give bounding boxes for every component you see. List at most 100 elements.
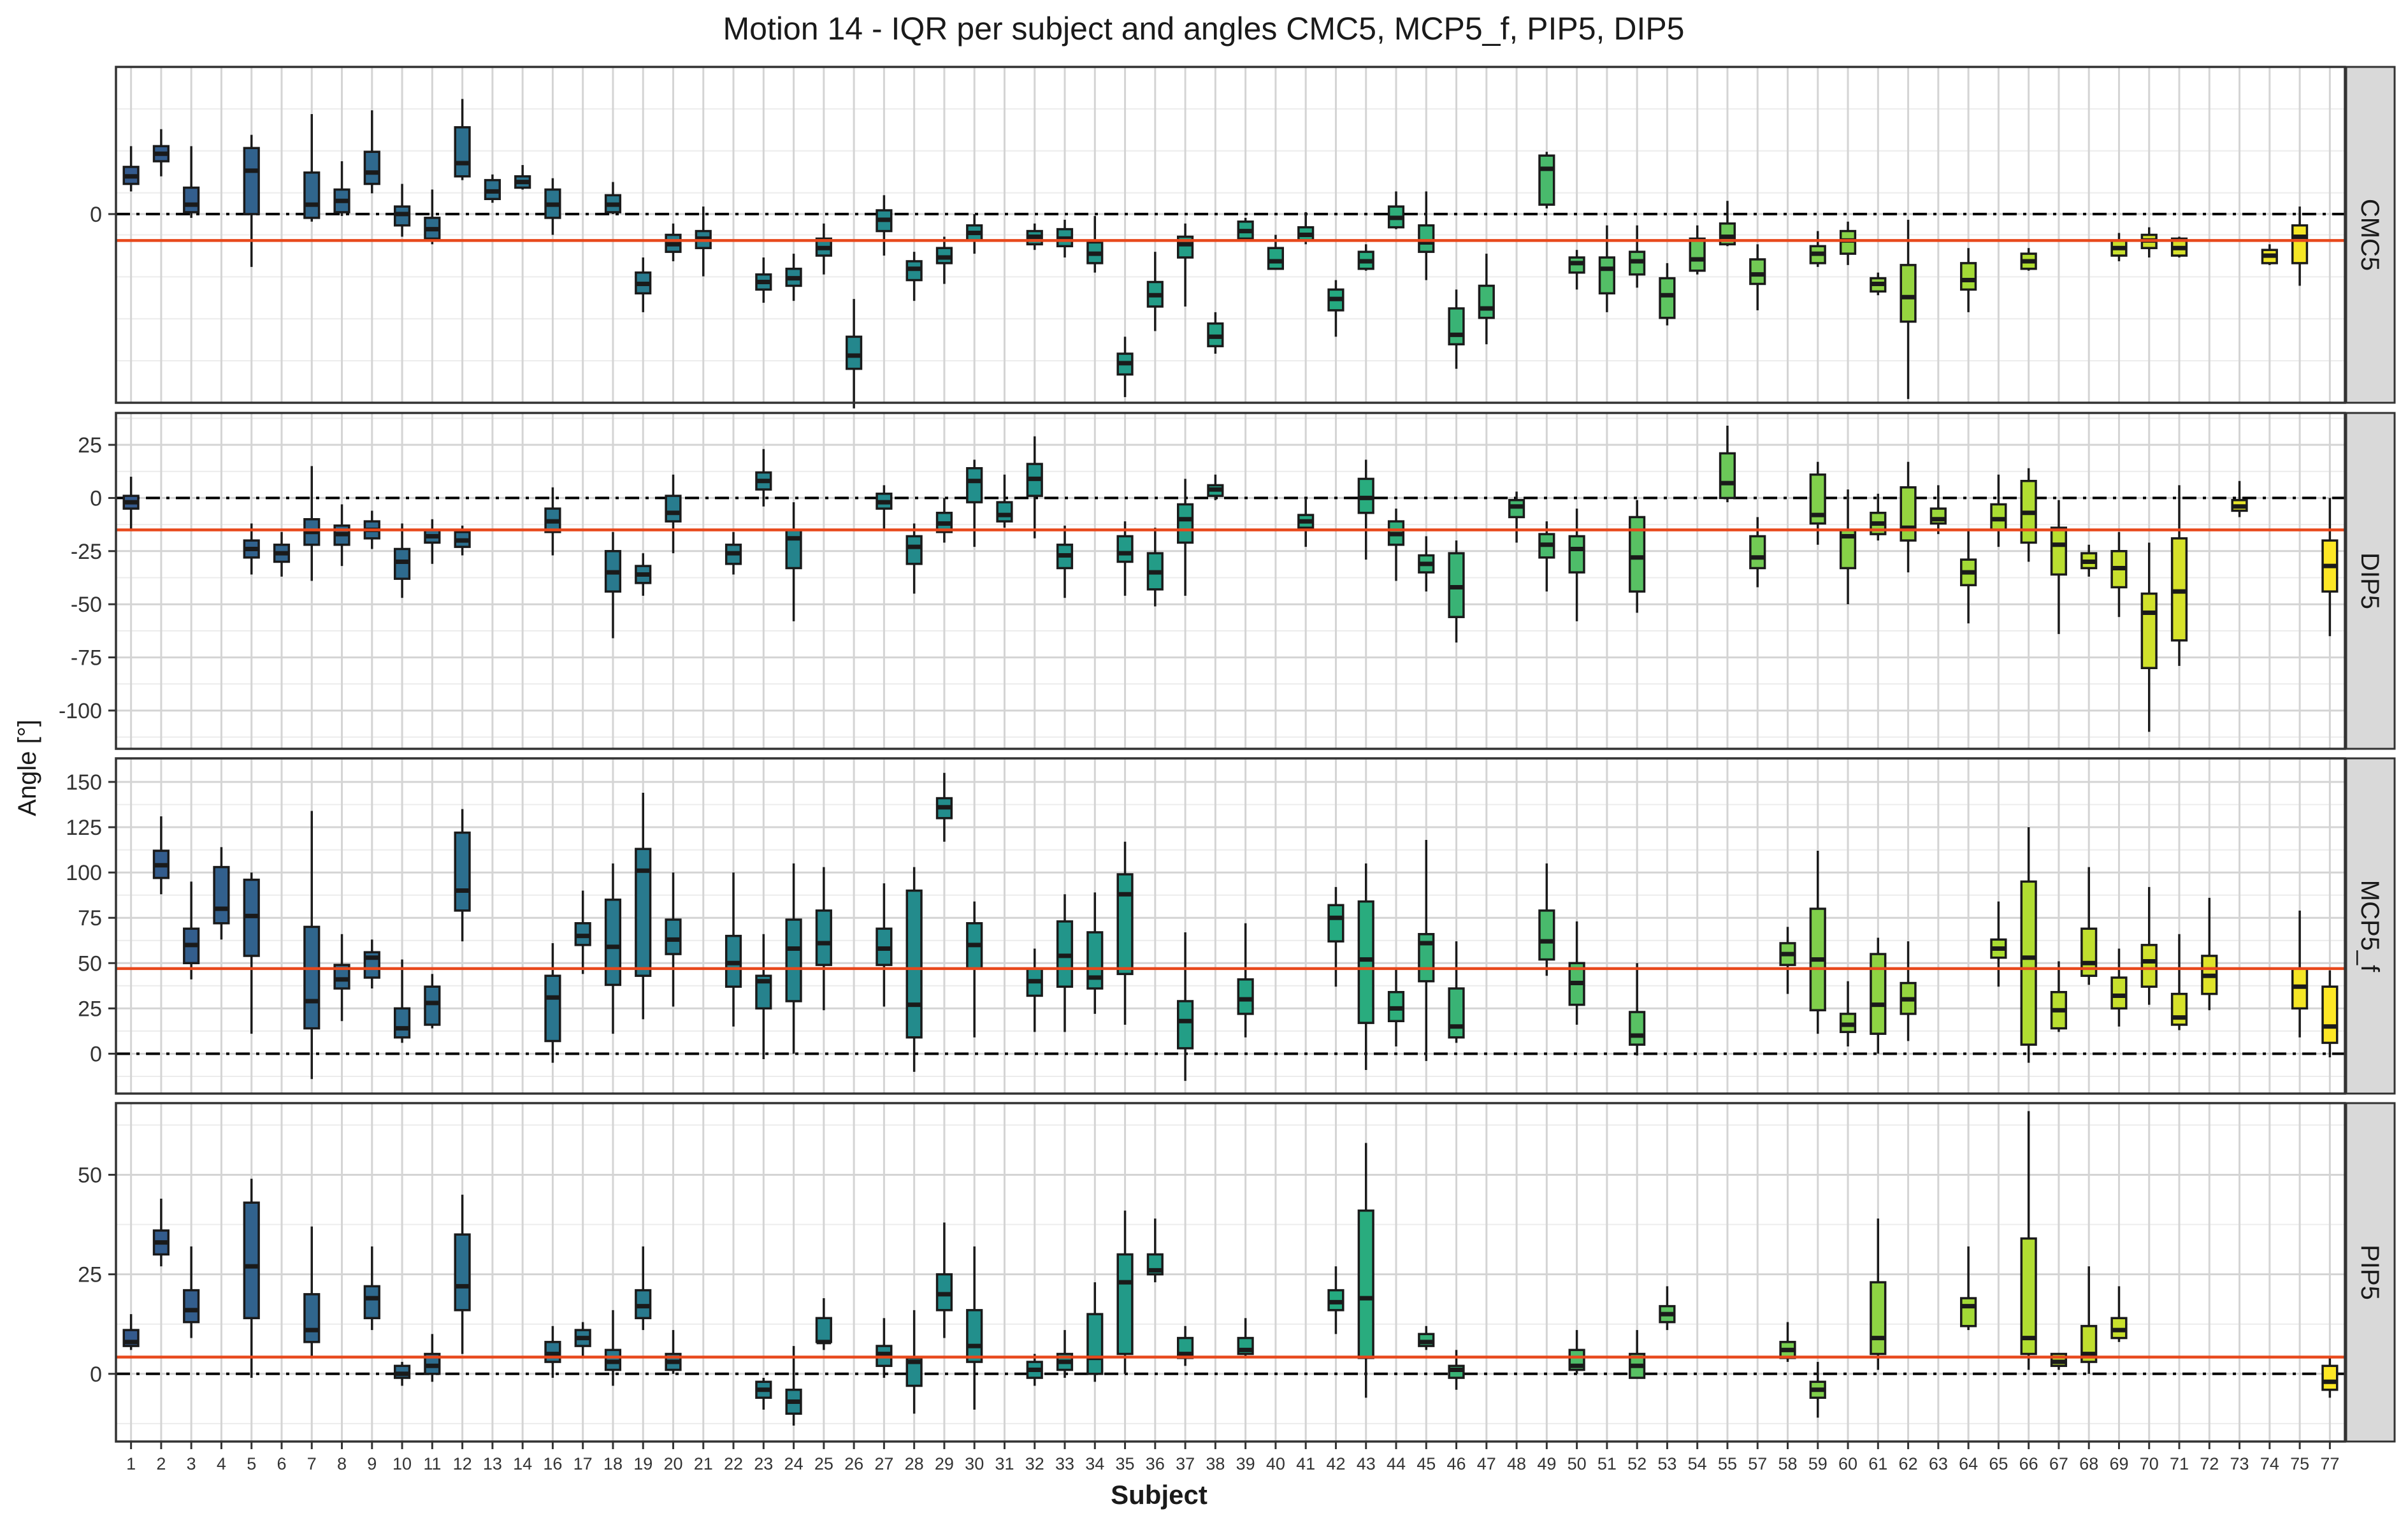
box-subject-58: [1779, 927, 1796, 994]
facet-strip-label: DIP5: [2356, 553, 2384, 609]
box-subject-23: [755, 449, 772, 507]
box-subject-44: [1387, 191, 1405, 229]
box-subject-29: [935, 236, 953, 284]
box-subject-42: [1327, 886, 1345, 987]
box-iqr: [1116, 873, 1134, 976]
facet-strip-label: MCP5_f: [2356, 880, 2384, 972]
box-subject-16: [544, 487, 561, 556]
box-subject-38: [1207, 312, 1224, 354]
box-iqr: [1478, 284, 1495, 319]
box-iqr: [785, 918, 802, 1002]
box-iqr: [2321, 1364, 2339, 1391]
box-subject-58: [1779, 1322, 1796, 1362]
facet-strip: [2345, 757, 2396, 1095]
box-subject-2: [152, 129, 170, 177]
x-tick-label: 44: [1387, 1454, 1406, 1473]
box-subject-10: [393, 523, 411, 598]
box-iqr: [363, 1285, 380, 1320]
box-subject-19: [635, 257, 652, 312]
box-subject-64: [1960, 1246, 1977, 1331]
box-subject-46: [1448, 540, 1465, 643]
box-subject-24: [785, 254, 802, 301]
box-subject-36: [1146, 528, 1164, 607]
box-subject-30: [966, 459, 983, 547]
box-subject-43: [1357, 1143, 1374, 1398]
x-tick-label: 58: [1778, 1454, 1797, 1473]
x-tick-label: 38: [1206, 1454, 1225, 1473]
x-tick-label: 28: [905, 1454, 924, 1473]
x-tick-label: 47: [1477, 1454, 1496, 1473]
box-subject-59: [1809, 1362, 1826, 1418]
x-tick-label: 3: [187, 1454, 196, 1473]
box-iqr: [1900, 264, 1917, 323]
y-tick-label: 25: [78, 997, 102, 1021]
panel-background: [116, 413, 2345, 749]
x-tick-label: 11: [423, 1454, 441, 1473]
box-subject-5: [243, 523, 260, 575]
box-iqr: [1538, 909, 1555, 961]
box-iqr: [2170, 992, 2188, 1026]
x-tick-label: 48: [1507, 1454, 1526, 1473]
box-subject-45: [1418, 536, 1435, 592]
box-subject-43: [1357, 244, 1374, 271]
box-subject-7: [303, 114, 321, 222]
box-subject-66: [2020, 1111, 2037, 1370]
box-subject-29: [935, 772, 953, 842]
box-subject-61: [1870, 937, 1887, 1054]
box-subject-35: [1116, 841, 1134, 1025]
facet-strip: [2345, 1102, 2396, 1443]
box-subject-52: [1629, 500, 1646, 613]
box-iqr: [454, 126, 471, 178]
box-subject-19: [635, 793, 652, 1020]
box-subject-37: [1176, 479, 1194, 596]
box-subject-9: [363, 1246, 380, 1331]
box-subject-34: [1086, 892, 1104, 1014]
box-subject-49: [1538, 863, 1555, 976]
box-iqr: [2110, 976, 2128, 1010]
box-subject-18: [604, 531, 622, 639]
box-subject-50: [1568, 509, 1585, 621]
y-tick-label: 50: [78, 1163, 102, 1187]
box-subject-28: [905, 867, 923, 1072]
x-tick-label: 46: [1447, 1454, 1466, 1473]
x-tick-label: 5: [247, 1454, 256, 1473]
x-tick-label: 68: [2079, 1454, 2098, 1473]
box-subject-32: [1026, 1354, 1043, 1386]
box-subject-46: [1448, 941, 1465, 1043]
box-iqr: [1809, 473, 1826, 525]
box-iqr: [454, 1233, 471, 1312]
y-tick-label: 150: [66, 770, 102, 795]
box-subject-2: [152, 1198, 170, 1267]
box-subject-24: [785, 863, 802, 1054]
box-subject-46: [1448, 1350, 1465, 1390]
box-iqr: [1870, 1281, 1887, 1355]
box-subject-69: [2110, 233, 2128, 261]
x-tick-label: 22: [724, 1454, 743, 1473]
panel-background: [116, 1103, 2345, 1442]
box-subject-18: [604, 1310, 622, 1386]
x-tick-label: 14: [513, 1454, 532, 1473]
box-subject-20: [665, 474, 682, 554]
x-tick-label: 66: [2019, 1454, 2038, 1473]
box-subject-62: [1900, 219, 1917, 400]
box-subject-42: [1327, 1266, 1345, 1334]
box-subject-7: [303, 1226, 321, 1358]
box-iqr: [303, 925, 321, 1030]
box-iqr: [1116, 1253, 1134, 1355]
box-subject-54: [1689, 225, 1706, 275]
box-subject-68: [2080, 867, 2098, 985]
box-iqr: [785, 528, 802, 570]
box-subject-14: [514, 164, 531, 190]
box-iqr: [243, 1201, 260, 1320]
box-subject-69: [2110, 1286, 2128, 1342]
x-tick-label: 17: [573, 1454, 593, 1473]
box-iqr: [1598, 256, 1615, 295]
box-subject-55: [1719, 426, 1736, 503]
box-subject-33: [1056, 894, 1074, 1032]
box-iqr: [1870, 953, 1887, 1035]
panel-border: [115, 412, 2346, 750]
box-iqr: [1357, 1209, 1374, 1359]
box-iqr: [996, 501, 1013, 523]
box-subject-27: [876, 883, 893, 1007]
box-subject-77: [2321, 1357, 2339, 1398]
